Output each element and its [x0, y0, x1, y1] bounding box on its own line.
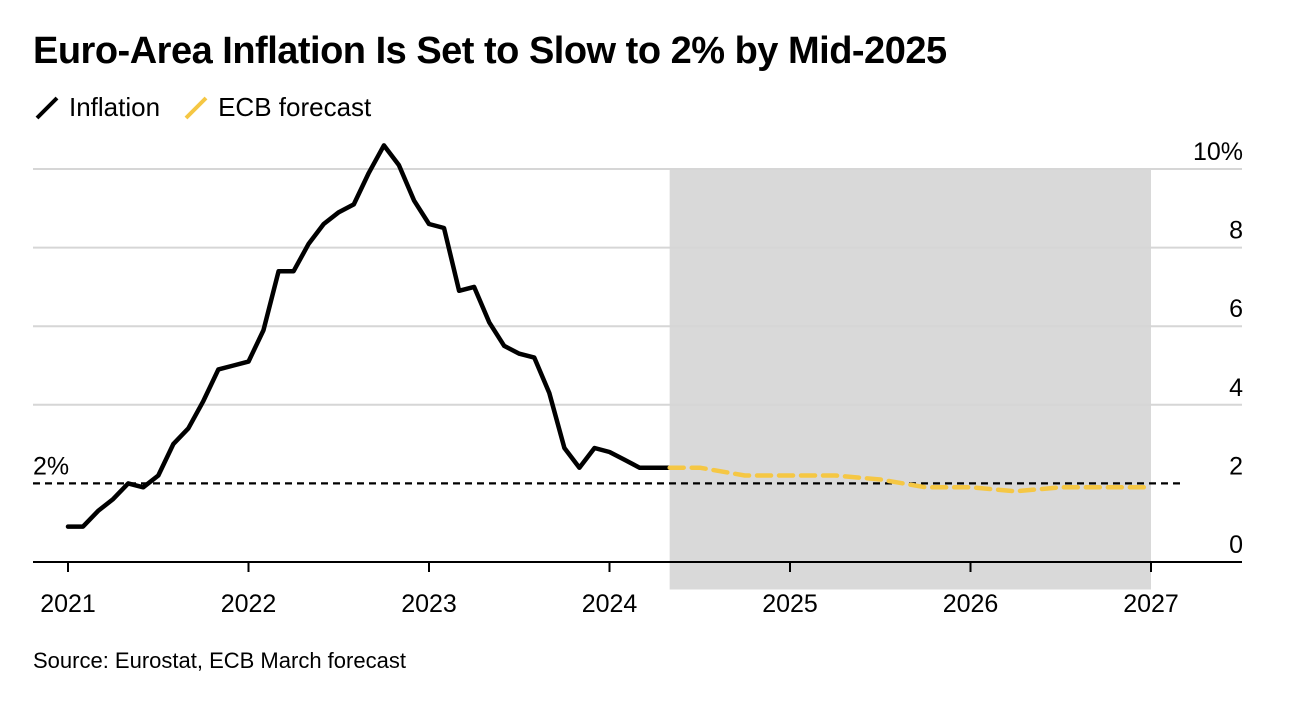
series-line-ecb-forecast: [667, 465, 1154, 494]
legend: Inflation ECB forecast: [33, 90, 393, 124]
y-tick-label-4: 4: [1229, 374, 1243, 402]
x-tick-label-2024: 2024: [582, 590, 638, 618]
y-tick-label-10: 10%: [1193, 138, 1243, 166]
x-tick-label-2022: 2022: [221, 590, 277, 618]
x-tick-label-2021: 2021: [40, 590, 96, 618]
legend-item-forecast: ECB forecast: [182, 92, 371, 123]
x-tick-label-2026: 2026: [943, 590, 999, 618]
y-tick-label-8: 8: [1229, 217, 1243, 245]
y-tick-label-0: 0: [1229, 531, 1243, 559]
source-note: Source: Eurostat, ECB March forecast: [33, 648, 406, 673]
y-tick-label-2: 2: [1229, 452, 1243, 480]
legend-label-inflation: Inflation: [69, 91, 161, 122]
y-tick-label-6: 6: [1229, 295, 1243, 323]
x-tick-label-2023: 2023: [401, 590, 457, 618]
chart-title: Euro-Area Inflation Is Set to Slow to 2%…: [33, 30, 947, 72]
legend-label-forecast: ECB forecast: [218, 91, 372, 122]
series-line-inflation: [65, 143, 672, 529]
legend-swatch-forecast: [184, 96, 208, 120]
forecast-period-shade: [669, 169, 1151, 590]
legend-swatch-inflation: [35, 96, 59, 120]
reference-line-label: 2%: [33, 452, 69, 480]
x-tick-label-2025: 2025: [762, 590, 818, 618]
x-tick-label-2027: 2027: [1123, 590, 1179, 618]
legend-item-inflation: Inflation: [33, 92, 160, 123]
